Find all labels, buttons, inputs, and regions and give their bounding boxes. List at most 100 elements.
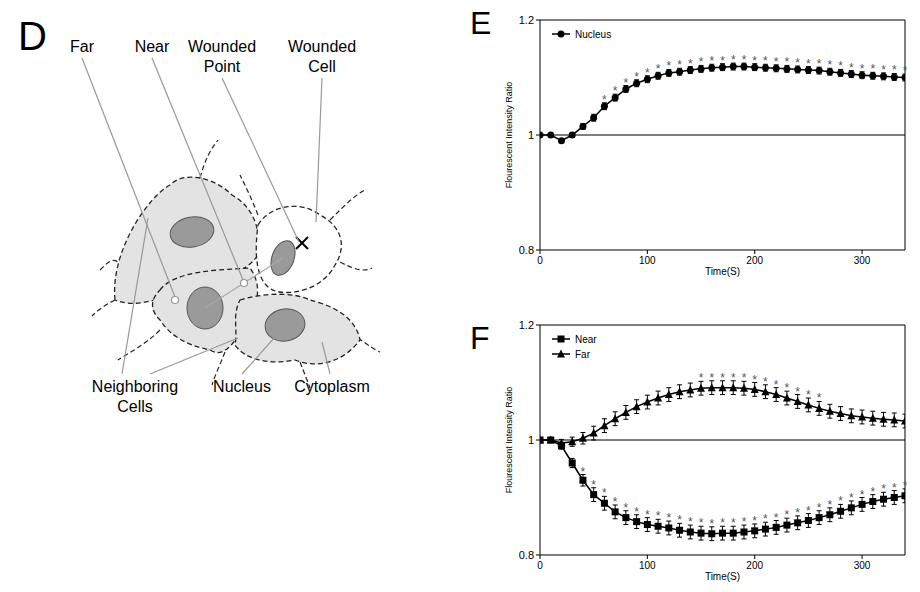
significance-mark: * [720, 54, 725, 68]
significance-mark: * [849, 61, 854, 75]
significance-mark: * [763, 54, 768, 68]
x-tick [540, 250, 541, 254]
error-bar [591, 114, 596, 121]
diagram-label: Cytoplasm [294, 378, 370, 395]
legend-label: Nucleus [575, 29, 611, 40]
marker [751, 527, 758, 534]
plot-marks [540, 381, 905, 541]
y-tick-label: 1 [528, 434, 534, 446]
x-tick-label: 200 [746, 560, 763, 571]
significance-mark: * [774, 378, 779, 392]
marker [665, 524, 672, 531]
marker [568, 437, 576, 445]
marker [558, 336, 565, 343]
legend-entry: Nucleus [552, 29, 611, 40]
significance-mark: * [881, 63, 886, 77]
x-axis [540, 250, 905, 251]
marker [708, 530, 715, 537]
significance-mark: * [870, 485, 875, 499]
significance-mark: * [720, 371, 725, 385]
chart: F0.811.20100200300Time(S)Flourescent Int… [470, 319, 909, 582]
marker [590, 429, 598, 437]
significance-mark: * [785, 508, 790, 522]
label-line: Cytoplasm [294, 378, 370, 395]
marker [783, 522, 790, 529]
significance-mark: * [742, 371, 747, 385]
significance-mark: * [699, 371, 704, 385]
y-tick-label: 1.2 [519, 14, 534, 26]
label-line: Wounded [288, 38, 356, 55]
x-tick [754, 250, 755, 254]
y-tick-label: 1 [528, 129, 534, 141]
marker [826, 407, 834, 415]
leader-line [222, 78, 299, 242]
marker [890, 415, 898, 423]
significance-mark: * [752, 54, 757, 68]
significance-mark: * [795, 506, 800, 520]
diagram: DFarNearWoundedPointWoundedCellNeighbori… [18, 14, 380, 415]
significance-mark: * [709, 371, 714, 385]
near-point [241, 280, 248, 287]
marker [600, 421, 608, 429]
significance-mark: * [591, 478, 596, 492]
significance-mark: * [892, 63, 897, 77]
axis-line [205, 258, 283, 308]
marker [858, 413, 866, 421]
marker [644, 521, 651, 528]
x-tick [647, 555, 648, 559]
frame [540, 325, 905, 326]
significance-mark: * [817, 501, 822, 515]
marker [687, 529, 694, 536]
significance-mark: * [699, 516, 704, 530]
x-tick-label: 0 [537, 255, 543, 266]
y-tick [536, 20, 540, 21]
significance-mark: * [656, 509, 661, 523]
marker [880, 415, 888, 423]
series-line [540, 388, 905, 443]
x-tick-label: 100 [639, 560, 656, 571]
marker [698, 530, 705, 537]
cell-outline [100, 260, 118, 270]
x-tick-label: 200 [746, 255, 763, 266]
significance-mark: * [742, 53, 747, 67]
cell-outline [340, 262, 372, 270]
marker [547, 132, 554, 139]
significance-mark: * [602, 486, 607, 500]
significance-mark: * [731, 53, 736, 67]
plot-marks [540, 63, 905, 144]
diagram-label: WoundedCell [288, 38, 356, 75]
marker [601, 500, 608, 507]
marker [901, 417, 905, 425]
legend-label: Near [575, 334, 597, 345]
marker [730, 530, 737, 537]
x-axis-title: Time(S) [705, 266, 740, 277]
significance-mark: * [677, 513, 682, 527]
leader-line [322, 342, 330, 374]
marker [794, 519, 801, 526]
marker [740, 529, 747, 536]
marker [558, 31, 565, 38]
significance-mark: * [709, 517, 714, 531]
significance-mark: * [720, 516, 725, 530]
y-axis-title: Flourescent Intensity Ratio [504, 82, 514, 189]
significance-mark: * [666, 59, 671, 73]
nucleus [168, 213, 217, 250]
significance-mark: * [624, 76, 629, 90]
significance-mark: * [838, 494, 843, 508]
cell-outline [118, 330, 160, 360]
marker [569, 460, 576, 467]
significance-mark: * [602, 93, 607, 107]
marker [579, 434, 587, 442]
y-tick [536, 135, 540, 136]
diagram-label: WoundedPoint [188, 38, 256, 75]
panel-letter: F [470, 320, 490, 356]
marker [837, 508, 844, 515]
x-tick-label: 100 [639, 255, 656, 266]
marker [655, 523, 662, 530]
marker [612, 508, 619, 515]
significance-mark: * [774, 511, 779, 525]
marker [557, 350, 565, 358]
significance-mark: * [731, 516, 736, 530]
marker [540, 436, 544, 444]
marker [558, 137, 565, 144]
